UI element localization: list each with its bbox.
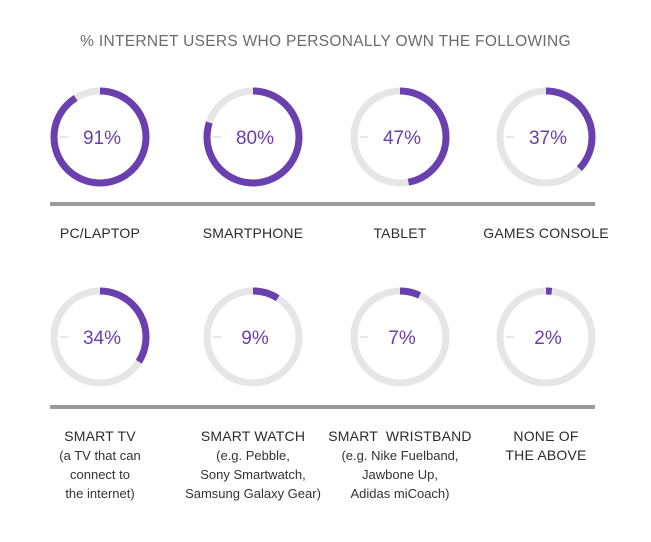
category-description: Sony Smartwatch,: [200, 467, 306, 482]
donut-percent-label: 80%: [236, 128, 274, 149]
category-description: connect to: [70, 467, 130, 482]
category-name: SMARTPHONE: [202, 225, 304, 241]
donut-percent-label: 34%: [83, 328, 121, 349]
donut-svg: 34%: [50, 287, 150, 387]
donut-value-arc: [496, 287, 596, 387]
donut-percent-label: 9%: [241, 328, 269, 349]
donut-value-arc: [50, 287, 150, 387]
donut-value-arc: [50, 87, 150, 187]
category-description: Jawbone Up,: [362, 467, 438, 482]
donut-svg: 47%: [350, 87, 450, 187]
row-1-divider: [50, 202, 595, 206]
category-name: NONE OF: [513, 428, 579, 444]
category-label-7: SMART WRISTBAND (e.g. Nike Fuelband, Jawbo…: [325, 427, 475, 503]
category-label-5: SMART TV (a TV that can connect to the inte…: [25, 427, 175, 503]
category-name: SMART WATCH: [200, 428, 306, 444]
donut-2: 80%: [201, 85, 305, 189]
category-name: SMART TV: [64, 428, 136, 444]
donut-percent-label: 37%: [529, 128, 567, 149]
category-name: PC/LAPTOP: [59, 225, 141, 241]
donut-svg: 80%: [203, 87, 303, 187]
donut-3: 47%: [348, 85, 452, 189]
category-name: TABLET: [373, 225, 427, 241]
donut-svg: 37%: [496, 87, 596, 187]
category-label-3: TABLET: [325, 224, 475, 243]
donut-percent-label: 7%: [388, 328, 416, 349]
category-label-4: GAMES CONSOLE: [471, 224, 621, 243]
donut-6: 9%: [201, 285, 305, 389]
donut-percent-label: 91%: [83, 128, 121, 149]
category-label-2: SMARTPHONE: [178, 224, 328, 243]
donut-value-arc: [496, 87, 596, 187]
donut-value-arc: [203, 287, 303, 387]
category-description: (e.g. Pebble,: [216, 448, 290, 463]
chart-title: % INTERNET USERS WHO PERSONALLY OWN THE …: [80, 33, 571, 50]
donut-svg: 2%: [496, 287, 596, 387]
donut-value-arc: [203, 87, 303, 187]
row-2-divider: [50, 405, 595, 409]
category-description: (e.g. Nike Fuelband,: [341, 448, 459, 463]
donut-4: 37%: [494, 85, 598, 189]
category-description: Samsung Galaxy Gear): [185, 486, 321, 501]
category-name: GAMES CONSOLE: [483, 225, 609, 241]
category-name: THE ABOVE: [505, 447, 587, 463]
donut-svg: 91%: [50, 87, 150, 187]
donut-5: 34%: [48, 285, 152, 389]
donut-svg: 7%: [350, 287, 450, 387]
donut-7: 7%: [348, 285, 452, 389]
donut-percent-label: 47%: [383, 128, 421, 149]
donut-value-arc: [350, 87, 450, 187]
category-description: (a TV that can: [59, 448, 141, 463]
category-label-8: NONE OF THE ABOVE: [471, 427, 621, 465]
donut-percent-label: 2%: [534, 328, 562, 349]
category-label-1: PC/LAPTOP: [25, 224, 175, 243]
donut-1: 91%: [48, 85, 152, 189]
category-name: SMART WRISTBAND: [328, 428, 472, 444]
donut-svg: 9%: [203, 287, 303, 387]
donut-8: 2%: [494, 285, 598, 389]
category-label-6: SMART WATCH (e.g. Pebble, Sony Smartwatch,…: [178, 427, 328, 503]
donut-value-arc: [350, 287, 450, 387]
category-description: the internet): [65, 486, 135, 501]
category-description: Adidas miCoach): [350, 486, 450, 501]
